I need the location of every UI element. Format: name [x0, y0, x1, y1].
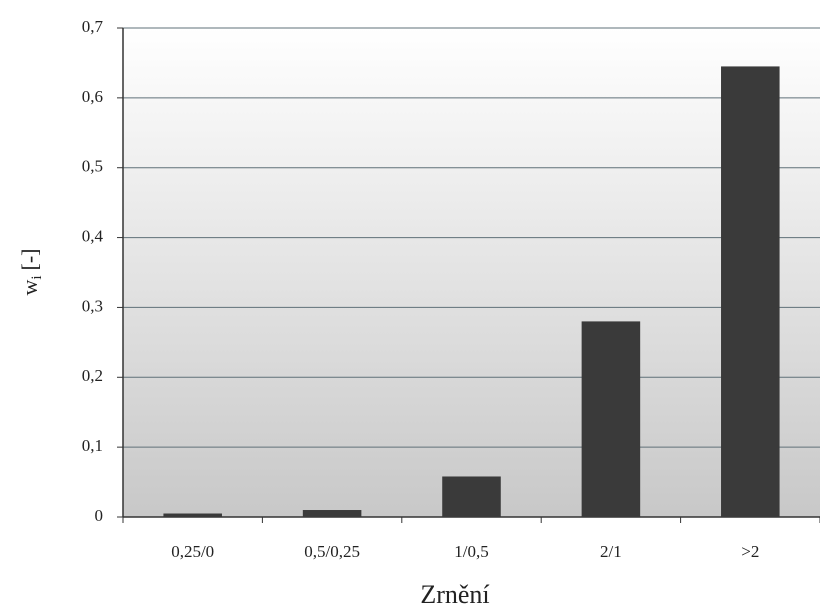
y-tick-label: 0: [95, 506, 104, 525]
y-tick-label: 0,1: [82, 436, 103, 455]
y-tick-label: 0,5: [82, 157, 103, 176]
x-tick-label: 2/1: [600, 542, 622, 561]
x-tick-label: 0,25/0: [171, 542, 214, 561]
y-tick-label: 0,4: [82, 226, 104, 245]
bar: [442, 476, 501, 517]
bar: [163, 513, 222, 517]
y-tick-label: 0,3: [82, 296, 103, 315]
x-axis-label: Zrnění: [420, 580, 489, 609]
bar: [721, 66, 780, 518]
plot-area: [123, 28, 820, 517]
y-tick-label: 0,2: [82, 366, 103, 385]
x-tick-label: 1/0,5: [454, 542, 488, 561]
y-label-unit: [-]: [17, 248, 42, 270]
bar: [302, 510, 362, 517]
bar: [581, 321, 641, 517]
x-tick-label: 0,5/0,25: [304, 542, 360, 561]
y-label-main: w: [17, 280, 42, 296]
x-tick-label: >2: [741, 542, 759, 561]
y-label-sub: i: [29, 275, 45, 279]
y-tick-label: 0,6: [82, 87, 103, 106]
y-axis-label: wi [-]: [17, 248, 45, 295]
y-tick-label: 0,7: [82, 17, 104, 36]
